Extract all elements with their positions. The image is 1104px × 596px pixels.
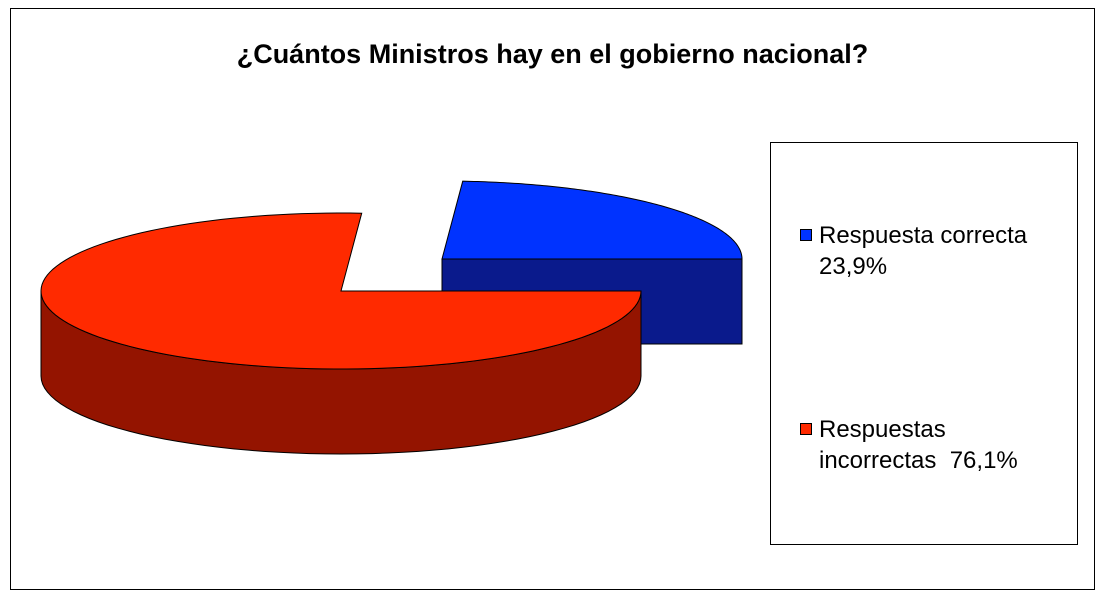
- legend-label-correct: Respuesta correcta 23,9%: [819, 222, 1028, 280]
- legend-item-correct: Respuesta correcta 23,9%: [800, 220, 1027, 282]
- pie-slice-incorrect-top: [40, 212, 642, 370]
- pie-slice-correct-top: [441, 180, 743, 260]
- pie-plot: [40, 180, 743, 455]
- chart-title: ¿Cuántos Ministros hay en el gobierno na…: [236, 39, 869, 69]
- chart-area: ¿Cuántos Ministros hay en el gobierno na…: [10, 8, 1095, 590]
- legend: Respuesta correcta 23,9% Respuestas inco…: [770, 142, 1078, 545]
- legend-item-incorrect: Respuestas incorrectas 76,1%: [800, 414, 1018, 476]
- legend-swatch-incorrect: [800, 423, 812, 435]
- legend-label-incorrect: Respuestas incorrectas 76,1%: [819, 416, 1018, 474]
- legend-swatch-correct: [800, 229, 812, 241]
